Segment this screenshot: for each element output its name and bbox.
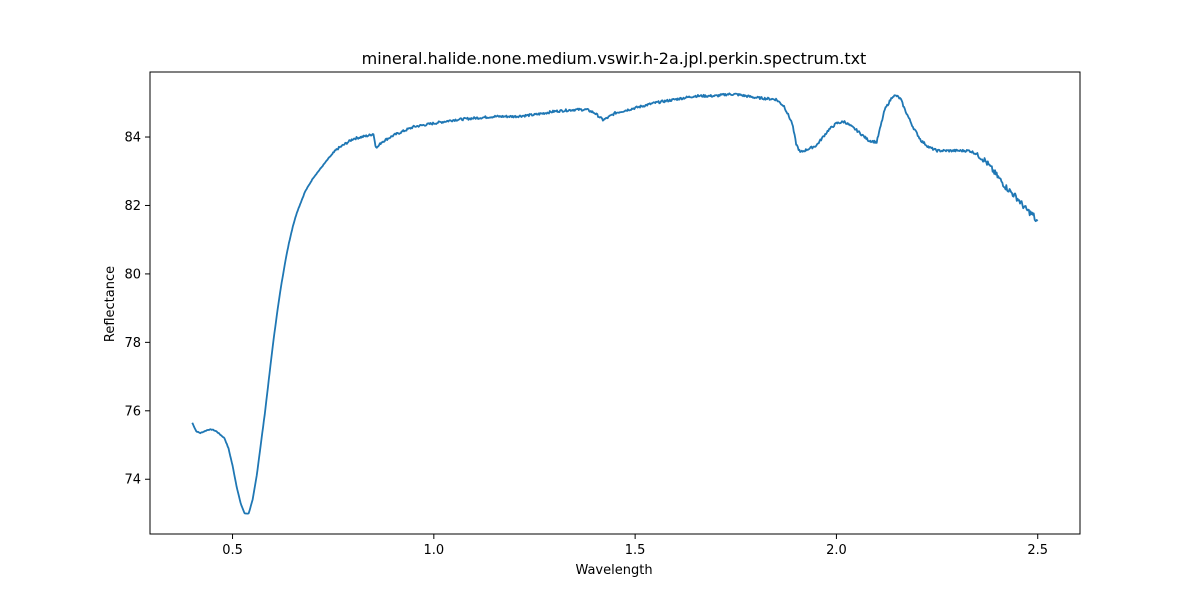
x-axis-label: Wavelength <box>575 563 652 578</box>
y-tick-label: 78 <box>124 336 141 351</box>
x-tick-label: 1.0 <box>423 543 444 558</box>
x-tick-label: 1.5 <box>625 543 646 558</box>
y-tick-label: 82 <box>124 199 141 214</box>
y-tick-label: 80 <box>124 267 141 282</box>
chart-title: mineral.halide.none.medium.vswir.h-2a.jp… <box>362 49 867 68</box>
series-line-0 <box>191 92 1039 515</box>
x-tick-label: 2.5 <box>1027 543 1048 558</box>
y-tick-label: 74 <box>124 473 141 488</box>
y-tick-label: 84 <box>124 131 141 146</box>
axes-frame <box>149 71 1081 535</box>
y-tick-label: 76 <box>124 404 141 419</box>
plot-area: 0.5 1.0 1.5 2.0 2.5 74 76 78 80 82 84 <box>124 71 1081 558</box>
x-tick-label: 0.5 <box>222 543 243 558</box>
y-axis-label: Reflectance <box>103 266 118 342</box>
x-tick-label: 2.0 <box>826 543 847 558</box>
